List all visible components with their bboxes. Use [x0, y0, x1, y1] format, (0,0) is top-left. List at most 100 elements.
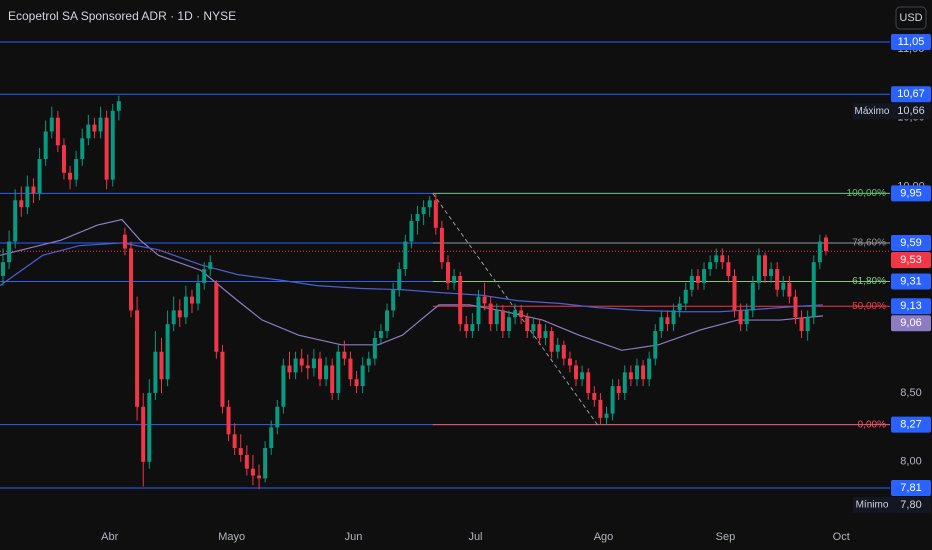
price-badge-label: 9,53 — [900, 254, 921, 266]
candle-body — [122, 234, 127, 249]
currency-label[interactable]: USD — [899, 12, 922, 24]
currency-button[interactable] — [895, 6, 927, 30]
candle-body — [354, 379, 359, 387]
fib-level-label: 100,00% — [847, 188, 887, 199]
candle-body — [80, 138, 85, 159]
candle-body — [287, 365, 292, 373]
candle-body — [372, 337, 377, 359]
candle-body — [653, 331, 658, 359]
price-badge-label: 9,95 — [900, 187, 921, 199]
price-badge-label: 9,13 — [900, 300, 921, 312]
candle-body — [805, 317, 810, 332]
price-badge — [891, 33, 931, 50]
candle-body — [129, 248, 134, 311]
fib-level-label: 50,00% — [852, 301, 886, 312]
candle-body — [452, 275, 457, 283]
candle-body — [409, 220, 414, 242]
candle-body — [311, 358, 316, 369]
candle-body — [214, 282, 219, 352]
candle-body — [403, 241, 408, 270]
candle-body — [342, 351, 347, 359]
x-tick-label: Mayo — [218, 531, 245, 543]
candle-body — [153, 351, 158, 393]
marker-tag-label: Mínimo — [856, 500, 889, 511]
price-badge — [891, 416, 931, 433]
candle-body — [25, 186, 30, 208]
price-badge — [891, 103, 931, 120]
candle-body — [49, 117, 54, 132]
candle-body — [317, 358, 322, 380]
candle-body — [744, 310, 749, 325]
price-badge — [891, 251, 931, 268]
candle-body — [513, 310, 518, 318]
price-badge — [891, 273, 931, 290]
candle-body — [537, 324, 542, 338]
candle-body — [604, 413, 609, 418]
candle-body — [336, 351, 341, 393]
candle-body — [598, 399, 603, 418]
candle-body — [574, 365, 579, 380]
candle-body — [775, 269, 780, 290]
candle-body — [232, 434, 237, 449]
moving-average — [0, 242, 823, 313]
candle-body — [177, 310, 182, 318]
candle-body — [360, 365, 365, 387]
candle-body — [817, 241, 822, 263]
candle-body — [671, 310, 676, 325]
price-badge-label: 7,81 — [900, 482, 921, 494]
candle-body — [421, 207, 426, 215]
candle-body — [506, 317, 511, 332]
candle-body — [324, 365, 329, 380]
candle-body — [293, 358, 298, 373]
chart-title: Ecopetrol SA Sponsored ADR · 1D · NYSE — [8, 9, 236, 23]
candle-body — [165, 324, 170, 380]
candle-body — [43, 131, 48, 159]
price-badge-label: 10,66 — [897, 105, 925, 117]
price-badge-label: 7,80 — [900, 499, 921, 511]
candle-body — [299, 358, 304, 366]
candle-body — [171, 310, 176, 325]
x-tick-label: Jun — [345, 531, 363, 543]
candle-body — [226, 406, 231, 435]
price-badge — [891, 479, 931, 496]
candle-body — [281, 365, 286, 407]
candle-body — [702, 269, 707, 283]
price-badge — [891, 234, 931, 251]
price-badge-label: 9,06 — [900, 317, 921, 329]
candle-body — [793, 296, 798, 318]
fib-level-label: 0,00% — [858, 419, 886, 430]
candle-body — [433, 200, 438, 228]
candle-body — [397, 269, 402, 290]
candle-body — [31, 186, 36, 194]
candle-body — [750, 282, 755, 311]
candle-body — [726, 262, 731, 276]
candle-body — [659, 317, 664, 332]
candle-body — [464, 324, 469, 332]
candle-body — [641, 365, 646, 380]
candle-body — [756, 255, 761, 283]
candle-body — [476, 296, 481, 325]
candle-body — [275, 406, 280, 428]
candle-body — [257, 475, 262, 479]
x-tick-label: Abr — [101, 531, 118, 543]
price-badge-label: 10,67 — [897, 88, 925, 100]
candle-body — [220, 351, 225, 407]
candle-body — [391, 289, 396, 311]
candle-body — [689, 275, 694, 290]
plot-area: 100,00% 78,60% 61,80% 50,00% 0,00% — [0, 41, 890, 490]
price-axis: 8,008,5010,0010,5011,0011,0510,6710,66Má… — [853, 33, 931, 513]
price-badge-label: 8,27 — [900, 419, 921, 431]
moving-average — [0, 218, 824, 351]
candle-body — [427, 200, 432, 208]
candle-body — [244, 454, 249, 469]
price-badge — [891, 496, 931, 513]
candle-body — [7, 241, 12, 263]
candle-body — [263, 448, 268, 479]
candle-body — [567, 358, 572, 366]
candle-body — [439, 227, 444, 263]
price-badge-label: 9,31 — [900, 275, 921, 287]
candle-body — [159, 351, 164, 380]
candle-body — [586, 372, 591, 393]
